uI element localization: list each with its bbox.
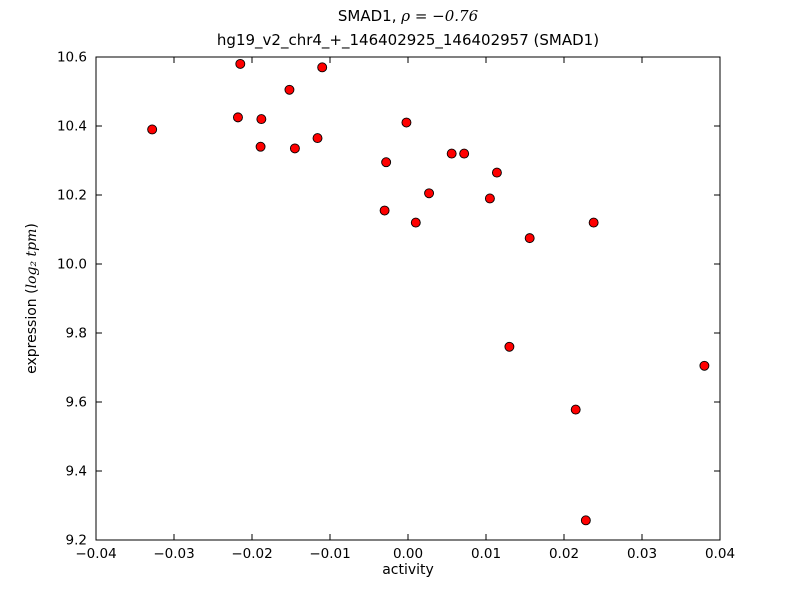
- y-tick-label: 9.2: [66, 533, 87, 549]
- chart-title-rho: ρ = −0.76: [401, 7, 479, 25]
- data-point: [580, 515, 591, 526]
- x-tick-label: −0.04: [75, 546, 116, 562]
- data-point: [588, 217, 599, 228]
- data-point: [312, 133, 323, 144]
- data-point: [255, 141, 266, 152]
- x-tick-label: 0.01: [471, 546, 501, 562]
- data-point: [317, 62, 328, 73]
- chart-title: SMAD1, ρ = −0.76: [96, 7, 720, 27]
- y-tick-label: 10.4: [57, 119, 87, 135]
- data-point: [235, 58, 246, 69]
- data-point: [484, 193, 495, 204]
- y-tick-label: 10.6: [57, 50, 87, 66]
- y-tick-label: 10.2: [57, 188, 87, 204]
- data-point: [289, 143, 300, 154]
- data-point: [233, 112, 243, 123]
- data-point: [401, 117, 412, 128]
- x-axis-label: activity: [382, 562, 434, 578]
- data-point: [491, 167, 502, 178]
- x-tick-label: 0.03: [627, 546, 657, 562]
- chart-subtitle: hg19_v2_chr4_+_146402925_146402957 (SMAD…: [216, 31, 600, 49]
- x-tick-label: 0.02: [549, 546, 579, 562]
- x-tick-label: −0.01: [309, 546, 350, 562]
- data-point: [147, 124, 158, 135]
- y-tick-label: 9.6: [66, 395, 87, 411]
- data-point: [256, 114, 267, 125]
- x-tick-label: −0.02: [231, 546, 272, 562]
- data-point: [446, 148, 457, 159]
- data-point: [379, 205, 390, 216]
- y-tick-label: 10.0: [57, 257, 87, 273]
- data-point: [524, 233, 535, 244]
- data-point: [699, 360, 710, 371]
- data-point: [284, 84, 295, 95]
- data-point: [424, 188, 435, 199]
- data-point: [504, 341, 515, 352]
- chart-title-prefix: SMAD1,: [337, 7, 402, 25]
- y-tick-label: 9.8: [66, 326, 87, 342]
- x-tick-label: −0.03: [153, 546, 194, 562]
- data-point: [381, 157, 392, 168]
- y-tick-label: 9.4: [66, 464, 87, 480]
- x-tick-label: 0.04: [705, 546, 735, 562]
- data-point: [570, 404, 581, 415]
- plot-frame: [95, 56, 721, 541]
- x-tick-label: 0.00: [393, 546, 423, 562]
- data-point: [459, 148, 470, 159]
- data-point: [410, 217, 421, 228]
